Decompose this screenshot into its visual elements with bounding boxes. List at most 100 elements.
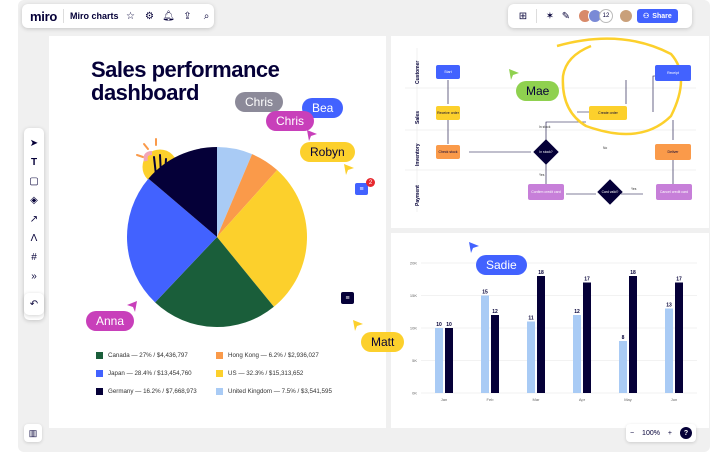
bar [435, 328, 443, 393]
board-header: miro Miro charts ☆ ⚙ 🔔︎ ⇪ ⌕ [22, 4, 214, 28]
pie-slice [126, 178, 217, 303]
share-button[interactable]: ⚇ Share [637, 9, 678, 23]
collaboration-bar: ⊞ ✶ ✎ 12 ⚇ Share [508, 4, 692, 28]
x-tick-label: Mar [533, 397, 541, 402]
flow-note: Yes [631, 187, 637, 191]
star-icon[interactable]: ☆ [126, 10, 135, 22]
zoom-level[interactable]: 100% [642, 429, 660, 437]
bar [481, 295, 489, 393]
flow-box-deliver[interactable]: Deliver [655, 144, 691, 160]
legend-swatch [96, 370, 103, 377]
y-tick-label: 10K [410, 326, 417, 331]
celebrate-icon[interactable]: ✎ [561, 10, 571, 22]
upload-icon[interactable]: ⇪ [183, 10, 192, 22]
cursor-tag-bea: Bea [302, 98, 344, 118]
lane-label: Sales [415, 110, 421, 124]
cursor-tag-matt: Matt [361, 332, 405, 352]
pie-slice [217, 170, 308, 307]
legend-item: Hong Kong — 6.2% / $2,936,027 [216, 352, 319, 359]
comment-icon[interactable]: ≡ [341, 292, 354, 304]
share-label: Share [652, 12, 672, 20]
undo-button[interactable]: ↶ [24, 293, 44, 315]
bar-value-label: 10 [446, 322, 452, 328]
bar-value-label: 18 [538, 270, 544, 276]
title-line-2: dashboard [91, 80, 199, 105]
flow-box-confirm-credit[interactable]: Confirm credit card [528, 184, 564, 200]
bell-icon[interactable]: 🔔︎ [162, 10, 175, 22]
title-line-1: Sales performance [91, 57, 280, 82]
pen-tool-icon[interactable]: Ʌ [30, 233, 38, 244]
creation-toolbar: ➤ T ▢ ◈ ↗ Ʌ # » [24, 128, 44, 320]
flowchart-frame[interactable]: Customer Sales Inventory Payment Start R… [391, 36, 709, 228]
sticky-note-tool-icon[interactable]: ▢ [29, 176, 39, 187]
y-tick-label: 20K [410, 261, 417, 266]
divider [62, 9, 64, 23]
shapes-tool-icon[interactable]: ◈ [30, 195, 38, 206]
flow-box-cancel-credit[interactable]: Cancel credit card [656, 184, 692, 200]
comment-icon[interactable]: ≡ [355, 183, 368, 195]
x-tick-label: May [624, 397, 632, 402]
flow-box-check-stock[interactable]: Check stock [436, 145, 460, 159]
bar-value-label: 8 [622, 335, 625, 341]
legend-item: United Kingdom — 7.5% / $3,541,595 [216, 388, 332, 395]
bar [527, 321, 535, 393]
board-name[interactable]: Miro charts [69, 11, 119, 21]
cursor-arrow-icon [127, 301, 137, 312]
text-tool-icon[interactable]: T [30, 157, 38, 168]
search-icon[interactable]: ⌕ [203, 10, 210, 22]
dashboard-title: Sales performance dashboard [91, 58, 321, 104]
lane-label: Inventory [415, 143, 421, 166]
legend-swatch [216, 388, 223, 395]
pie-slice [148, 147, 217, 237]
collaborator-count[interactable]: 12 [599, 9, 613, 23]
cursor-arrow-icon [469, 242, 479, 253]
flow-box-create-order[interactable]: Create order [589, 106, 627, 120]
flow-box-receive-order[interactable]: Receive order [436, 106, 460, 120]
board-canvas[interactable]: Sales performance dashboard Canada — 27%… [18, 0, 710, 452]
legend-label: United Kingdom — 7.5% / $3,541,595 [228, 388, 332, 395]
bar-value-label: 18 [630, 270, 636, 276]
flow-box-start[interactable]: Start [436, 65, 460, 79]
x-tick-label: Jun [671, 397, 677, 402]
more-tools-icon[interactable]: » [31, 271, 37, 282]
pie-slice [217, 147, 253, 237]
flow-box-receipt[interactable]: Receipt [655, 65, 691, 81]
frame-tool-icon[interactable]: # [31, 252, 37, 263]
zoom-in-button[interactable]: + [667, 429, 673, 437]
comment-badge: 2 [366, 178, 375, 187]
flow-note: In stock [539, 125, 551, 129]
legend-label: US — 32.3% / $15,313,652 [228, 370, 304, 377]
avatar[interactable] [619, 9, 633, 23]
help-button[interactable]: ? [679, 427, 692, 439]
connector-tool-icon[interactable]: ↗ [29, 214, 39, 225]
apps-icon[interactable]: ⊞ [518, 10, 528, 22]
zoom-out-button[interactable]: − [629, 429, 635, 437]
bar [629, 276, 637, 393]
cursor-tag-mae: Mae [516, 81, 560, 101]
bar-value-label: 17 [584, 277, 590, 283]
bar [445, 328, 453, 393]
legend-swatch [96, 352, 103, 359]
zoom-controls: − 100% + ? [626, 424, 696, 442]
settings-icon[interactable]: ⚙ [145, 10, 154, 22]
bar [537, 276, 545, 393]
reactions-icon[interactable]: ✶ [545, 10, 555, 22]
sidebar-toggle-icon[interactable]: ▥ [24, 424, 42, 442]
bar [675, 282, 683, 393]
y-tick-label: 5K [412, 358, 417, 363]
bar-value-label: 12 [574, 309, 580, 315]
miro-logo[interactable]: miro [30, 8, 57, 24]
legend-item: Japan — 28.4% / $13,454,760 [96, 370, 192, 377]
bar-chart-frame[interactable]: 0K 5K 10K 15K 20K 10 10 Jan 15 12 Feb 11 18 Mar 12 17 Ap… [391, 233, 709, 428]
legend-label: Hong Kong — 6.2% / $2,936,027 [228, 352, 319, 359]
cursor-tag-robyn: Robyn [300, 142, 355, 162]
bar-chart: 0K 5K 10K 15K 20K 10 10 Jan 15 12 Feb 11 18 Mar 12 17 Ap… [410, 261, 697, 402]
bar-value-label: 12 [492, 309, 498, 315]
y-tick-label: 15K [410, 293, 417, 298]
bar-value-label: 10 [436, 322, 442, 328]
legend-item: Canada — 27% / $4,436,797 [96, 352, 188, 359]
bar-value-label: 13 [666, 303, 672, 309]
select-tool-icon[interactable]: ➤ [29, 138, 39, 149]
share-icon: ⚇ [643, 13, 650, 20]
x-tick-label: Jan [441, 397, 447, 402]
